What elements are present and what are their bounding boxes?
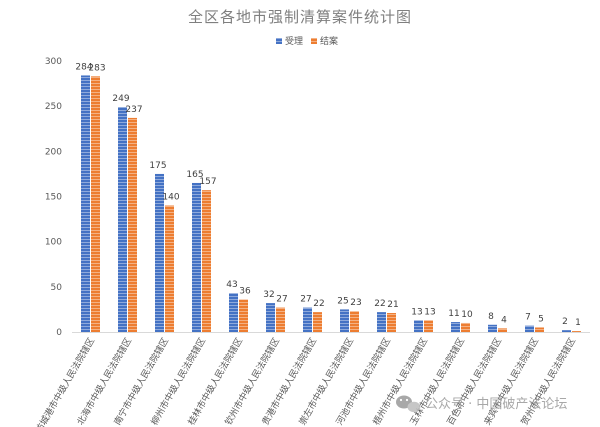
bar-closed bbox=[498, 328, 507, 332]
data-label-accepted: 7 bbox=[525, 313, 531, 323]
bar-accepted bbox=[340, 309, 349, 332]
wechat-icon bbox=[396, 395, 421, 413]
bar-closed bbox=[202, 190, 211, 332]
y-tick-label: 250 bbox=[45, 102, 62, 112]
chart-title: 全区各地市强制清算案件统计图 bbox=[188, 8, 412, 26]
bar-accepted bbox=[229, 293, 238, 332]
bar-accepted bbox=[377, 312, 386, 332]
data-label-closed: 36 bbox=[239, 286, 251, 296]
y-tick-label: 200 bbox=[45, 147, 62, 157]
bar-closed bbox=[535, 327, 544, 332]
bar-closed bbox=[128, 117, 137, 332]
watermark-text: 公众号 · 中国破产法论坛 bbox=[425, 397, 567, 412]
y-axis: 0 50 100 150 200 250 300 bbox=[45, 57, 62, 338]
bar-closed bbox=[461, 322, 470, 332]
y-tick-label: 50 bbox=[51, 283, 63, 293]
data-label-closed: 157 bbox=[199, 177, 216, 187]
bar-accepted bbox=[303, 307, 312, 332]
data-label-accepted: 11 bbox=[448, 309, 459, 319]
data-label-closed: 13 bbox=[424, 307, 435, 317]
data-label-accepted: 27 bbox=[300, 295, 311, 305]
y-tick-label: 0 bbox=[56, 328, 62, 338]
legend-label-closed: 结案 bbox=[320, 35, 338, 47]
bar-accepted bbox=[118, 107, 127, 332]
data-label-accepted: 175 bbox=[149, 161, 166, 171]
data-label-closed: 21 bbox=[387, 300, 398, 310]
bar-closed bbox=[387, 313, 396, 332]
data-label-closed: 140 bbox=[162, 193, 179, 203]
bar-closed bbox=[91, 76, 100, 333]
data-label-closed: 283 bbox=[88, 63, 105, 73]
y-tick-label: 150 bbox=[45, 193, 62, 203]
bar-accepted bbox=[488, 324, 497, 332]
bar-accepted bbox=[451, 322, 460, 332]
data-label-accepted: 32 bbox=[263, 290, 274, 300]
bar-accepted bbox=[414, 320, 423, 332]
y-tick-label: 300 bbox=[45, 57, 62, 67]
bar-closed bbox=[165, 205, 174, 332]
bar-closed bbox=[572, 331, 581, 332]
legend: 受理 结案 bbox=[276, 35, 338, 47]
y-tick-label: 100 bbox=[45, 238, 62, 248]
data-label-closed: 27 bbox=[276, 295, 287, 305]
bar-accepted bbox=[525, 325, 534, 332]
legend-swatch-closed bbox=[311, 38, 317, 44]
legend-label-accepted: 受理 bbox=[285, 35, 303, 47]
bar-accepted bbox=[81, 75, 90, 332]
data-label-accepted: 43 bbox=[226, 280, 237, 290]
bar-closed bbox=[313, 312, 322, 332]
data-label-accepted: 165 bbox=[186, 170, 203, 180]
bar-closed bbox=[424, 320, 433, 332]
bar-accepted bbox=[155, 173, 164, 332]
data-label-closed: 1 bbox=[575, 318, 581, 328]
data-label-closed: 237 bbox=[125, 105, 142, 115]
x-axis: 防城港市中级人民法院辖区北海市中级人民法院辖区南宁市中级人民法院辖区柳州市中级人… bbox=[33, 332, 590, 427]
data-label-closed: 4 bbox=[501, 315, 507, 325]
data-label-accepted: 284 bbox=[75, 62, 92, 72]
legend-swatch-accepted bbox=[276, 38, 282, 44]
watermark: 公众号 · 中国破产法论坛 bbox=[396, 395, 567, 413]
data-label-closed: 23 bbox=[350, 298, 361, 308]
bar-accepted bbox=[562, 330, 571, 332]
data-label-accepted: 8 bbox=[488, 312, 494, 322]
bar-accepted bbox=[266, 303, 275, 332]
data-label-closed: 22 bbox=[313, 299, 324, 309]
bar-closed bbox=[276, 307, 285, 332]
data-label-accepted: 22 bbox=[374, 299, 385, 309]
bar-accepted bbox=[192, 182, 201, 332]
bars bbox=[81, 75, 581, 333]
data-label-accepted: 2 bbox=[562, 317, 568, 327]
data-label-accepted: 13 bbox=[411, 307, 422, 317]
data-label-accepted: 25 bbox=[337, 296, 348, 306]
data-label-accepted: 249 bbox=[112, 94, 129, 104]
bar-closed bbox=[239, 299, 248, 332]
bar-closed bbox=[350, 311, 359, 332]
data-label-closed: 5 bbox=[538, 314, 544, 324]
data-label-closed: 10 bbox=[461, 310, 473, 320]
